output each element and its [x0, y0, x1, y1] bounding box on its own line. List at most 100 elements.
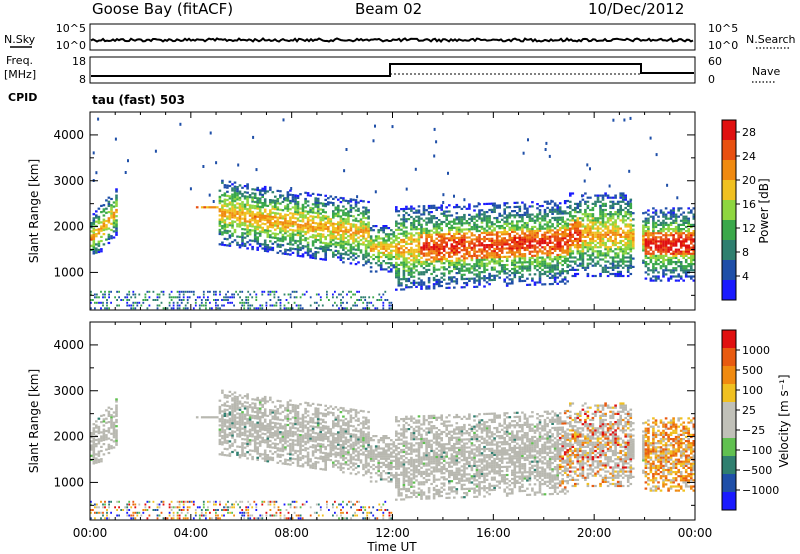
power-cell — [342, 257, 345, 260]
power-near-cell — [126, 293, 129, 296]
power-cell — [584, 213, 587, 216]
power-cell — [296, 246, 300, 249]
power-cell — [448, 278, 451, 281]
power-cell — [362, 220, 365, 223]
power-cell — [513, 247, 517, 250]
power-cell — [339, 238, 343, 241]
power-cell — [97, 222, 101, 225]
power-cell — [412, 222, 416, 225]
power-cell — [584, 192, 587, 195]
power-sparse-cell — [453, 194, 455, 198]
power-cell — [589, 256, 592, 259]
velocity-cell — [115, 406, 118, 409]
power-cell — [521, 261, 524, 264]
power-cell — [493, 241, 496, 244]
power-cell — [558, 272, 562, 275]
power-cell — [500, 251, 504, 254]
power-cell — [553, 216, 557, 219]
power-cell — [468, 279, 471, 282]
power-cell — [369, 239, 373, 242]
velocity-cell — [112, 436, 116, 439]
power-cell — [644, 252, 648, 255]
power-cell — [316, 203, 320, 207]
power-sparse-cell — [477, 202, 480, 206]
power-cell — [321, 235, 325, 238]
power-cell — [102, 218, 106, 221]
power-cell — [390, 270, 393, 273]
power-cell — [626, 233, 630, 236]
power-near-cell — [160, 290, 163, 293]
velocity-cell — [112, 423, 116, 426]
power-sparse-cell — [623, 118, 626, 122]
power-cell — [110, 210, 113, 213]
power-cell — [241, 232, 244, 235]
power-cell — [344, 207, 348, 211]
power-cell — [478, 262, 481, 266]
power-cell — [624, 252, 627, 255]
power-cell — [453, 206, 456, 209]
power-cell — [563, 251, 567, 254]
power-cell — [349, 245, 353, 248]
power-cell — [672, 267, 675, 270]
power-near-cell — [170, 296, 173, 299]
power-cell — [531, 256, 534, 259]
power-cell — [349, 223, 353, 226]
power-cell — [490, 237, 494, 240]
power-cell — [299, 207, 302, 210]
power-cell — [498, 272, 501, 275]
power-cell — [410, 275, 413, 278]
power-near-cell — [261, 307, 264, 310]
velocity-cell — [226, 448, 229, 451]
power-cell — [611, 256, 615, 259]
power-cell — [513, 263, 517, 266]
power-cell — [221, 194, 224, 197]
nsky-trace — [90, 37, 694, 43]
power-cell — [599, 252, 602, 255]
power-near-cell — [94, 293, 96, 296]
power-cell — [276, 206, 280, 209]
power-cell — [256, 201, 259, 204]
power-cell — [337, 233, 340, 236]
power-cell — [286, 234, 290, 237]
power-cell — [276, 245, 280, 248]
power-cell — [490, 223, 494, 226]
power-cell — [327, 246, 330, 249]
power-cell — [589, 213, 592, 216]
power-cell — [533, 281, 537, 284]
power-cell — [395, 222, 398, 225]
power-cell — [511, 226, 514, 229]
power-cell — [463, 236, 466, 239]
power-near-cell — [350, 296, 352, 299]
velocity-cell — [228, 440, 232, 443]
velocity-cell — [112, 434, 116, 437]
power-cell — [490, 225, 494, 228]
power-cell — [445, 251, 448, 254]
power-cell — [521, 201, 524, 204]
velocity-cell — [226, 427, 229, 430]
power-sparse-cell — [544, 148, 547, 151]
power-cell — [251, 225, 254, 228]
power-cell — [621, 250, 625, 253]
power-cell — [382, 268, 385, 271]
power-near-cell — [126, 304, 129, 307]
power-cell — [274, 199, 277, 202]
power-cell — [616, 266, 620, 269]
power-cell — [337, 244, 340, 247]
power-cell — [611, 272, 615, 276]
power-cell — [395, 224, 398, 227]
power-cell — [473, 205, 476, 208]
power-cell — [652, 271, 655, 274]
power-cell — [526, 234, 529, 237]
power-cell — [516, 269, 519, 272]
power-cell — [301, 220, 305, 223]
power-cell — [266, 221, 270, 224]
power-cell — [321, 250, 325, 253]
power-cell — [357, 236, 360, 239]
power-cell — [448, 259, 451, 263]
power-cell — [581, 235, 585, 238]
power-near-cell — [202, 304, 205, 307]
power-cell — [256, 248, 259, 251]
power-cell — [324, 246, 327, 249]
power-cell — [556, 262, 559, 265]
power-cell — [556, 282, 559, 285]
